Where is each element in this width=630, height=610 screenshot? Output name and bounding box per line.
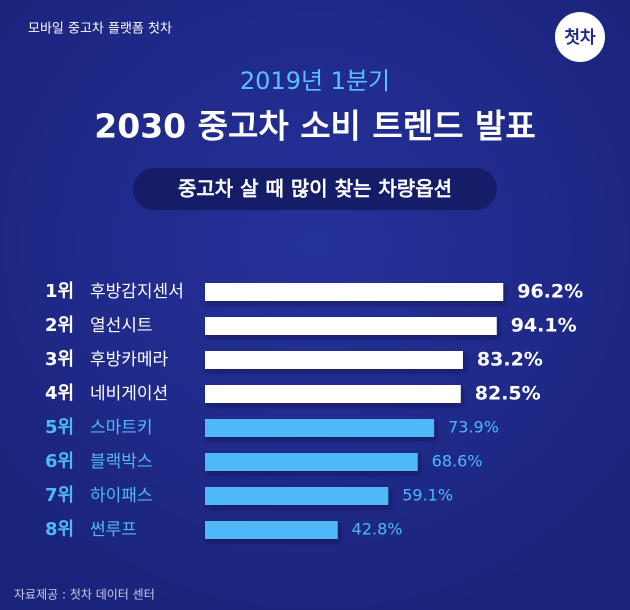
bar [205,351,463,369]
brand: 모바일 중고차 플랫폼 첫차 [28,22,172,37]
bar [205,283,504,301]
logo-badge [555,12,605,62]
caption-pill [133,168,497,210]
chart-subtitle: 2019년 1분기 [240,67,390,95]
category-label: 스마트키 [90,418,153,438]
bar [205,317,497,335]
chart-caption: 중고차 살 때 많이 찾는 차량옵션 [178,177,452,201]
rank-label: 1위 [45,281,74,302]
rank-label: 3위 [45,349,74,370]
value-label: 83.2% [477,349,543,371]
category-label: 블랙박스 [90,452,153,472]
rank-label: 6위 [45,451,74,472]
rank-label: 5위 [45,417,74,438]
bar [205,385,461,403]
value-label: 59.1% [402,486,453,505]
category-label: 네비게이션 [90,384,168,404]
value-label: 82.5% [475,383,541,405]
category-label: 후방감지센서 [90,282,184,302]
source: 자료제공 : 첫차 데이터 센터 [14,588,155,602]
rank-label: 7위 [45,485,74,506]
chart-title: 2030 중고차 소비 트렌드 발표 [94,107,535,146]
category-label: 썬루프 [90,520,137,540]
rank-label: 2위 [45,315,74,336]
logo: 첫차 [564,27,596,48]
bar [205,419,435,437]
bar [205,487,389,505]
category-label: 열선시트 [90,316,153,336]
bar [205,521,338,539]
category-label: 하이패스 [90,486,153,506]
bar [205,453,418,471]
rank-label: 4위 [45,383,74,404]
value-label: 94.1% [511,315,577,337]
value-label: 96.2% [517,281,583,303]
category-label: 후방카메라 [90,350,169,370]
value-label: 68.6% [432,452,483,471]
rank-label: 8위 [45,519,74,540]
value-label: 42.8% [352,520,403,539]
value-label: 73.9% [448,418,499,437]
